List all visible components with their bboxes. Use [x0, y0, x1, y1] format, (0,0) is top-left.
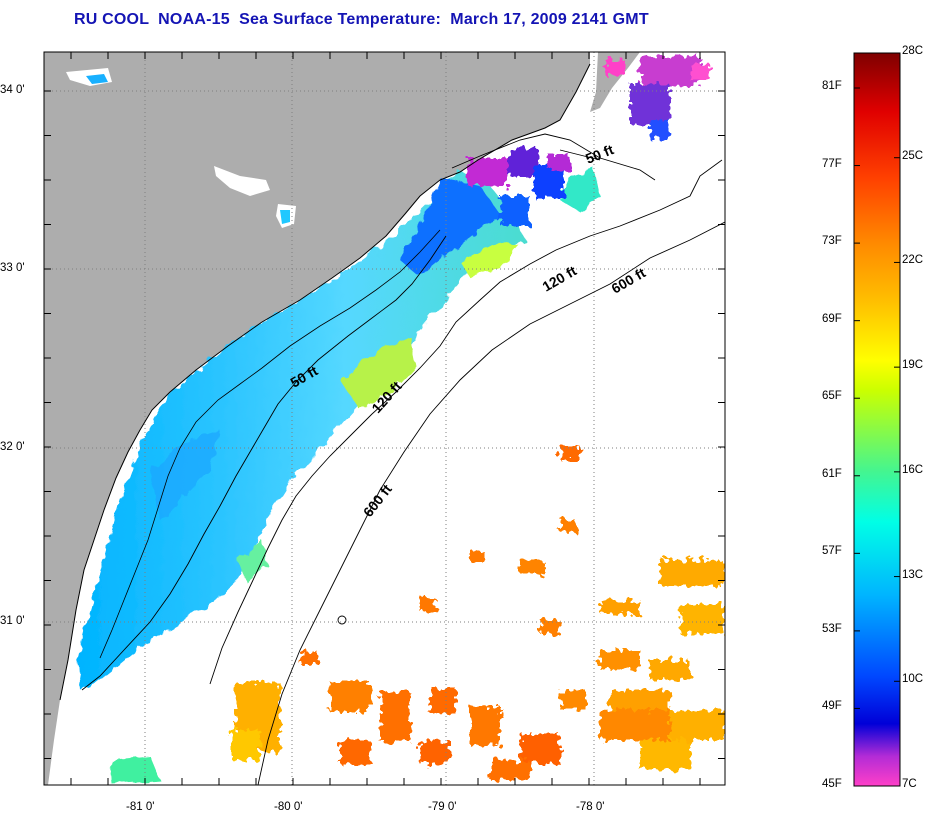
map-frame: [43, 51, 726, 786]
colorbar-f-label: 81F: [822, 80, 842, 92]
sst-cold-patch: [150, 430, 220, 520]
sea-islands-coastline: [99, 229, 441, 659]
land-area: [44, 52, 590, 785]
colorbar-c-label: 22C: [902, 254, 924, 267]
lat-lon-grid: [44, 52, 725, 785]
colorbar-c-label: 19C: [902, 359, 924, 372]
sst-cold-patch: [400, 178, 500, 276]
lon-label-80: -80 0': [274, 801, 303, 813]
colorbar-c-label: 25C: [902, 149, 924, 162]
colorbar-f-label: 57F: [822, 545, 842, 558]
land-area-northeast: [590, 52, 640, 112]
map-ticks: [44, 52, 725, 785]
colorbar-c-label: 28C: [902, 45, 924, 57]
colorbar-f-label: 49F: [822, 700, 842, 713]
sst-warm-tongue: [110, 756, 160, 784]
colorbar-c-label: 16C: [902, 463, 924, 476]
sst-warm-patches: [232, 446, 725, 780]
inland-lake-marker: [86, 74, 108, 84]
colorbar-f-label: 77F: [822, 157, 842, 170]
lon-label-81: -81 0': [126, 801, 155, 813]
isobath-lines: [81, 133, 725, 785]
colorbar-c-label: 10C: [902, 673, 924, 686]
colorbar-f-label: 61F: [822, 467, 842, 480]
colorbar-f-label: 73F: [822, 235, 842, 248]
sst-warm-tongue: [340, 336, 416, 410]
inland-lake: [214, 166, 270, 196]
colorbar-ticks: [854, 52, 900, 787]
colorbar-c-label: 7C: [902, 778, 917, 790]
colorbar-f-label: 69F: [822, 312, 842, 325]
lon-label-78: -78 0': [576, 801, 605, 813]
sst-warm-tongue: [238, 540, 268, 582]
colorbar-f-label: 53F: [822, 622, 842, 635]
lat-label-34: 34 0': [0, 84, 25, 96]
sst-warm-tongue: [460, 242, 520, 278]
map-title: RU COOL NOAA-15 Sea Surface Temperature:…: [74, 11, 649, 28]
colorbar-c-label: 13C: [902, 568, 924, 581]
lon-label-79: -79 0': [428, 801, 457, 813]
inland-lake-marker: [280, 210, 290, 224]
colorbar-f-label: 45F: [822, 778, 842, 790]
colorbar-f-label: 65F: [822, 390, 842, 403]
sst-warm-tongue: [560, 168, 600, 212]
sst-cold-speckles: [468, 56, 710, 226]
lat-label-33: 33 0': [0, 262, 25, 274]
lat-label-31: 31 0': [0, 615, 25, 627]
colorbar-scale: [853, 52, 901, 787]
lat-label-32: 32 0': [0, 441, 25, 453]
